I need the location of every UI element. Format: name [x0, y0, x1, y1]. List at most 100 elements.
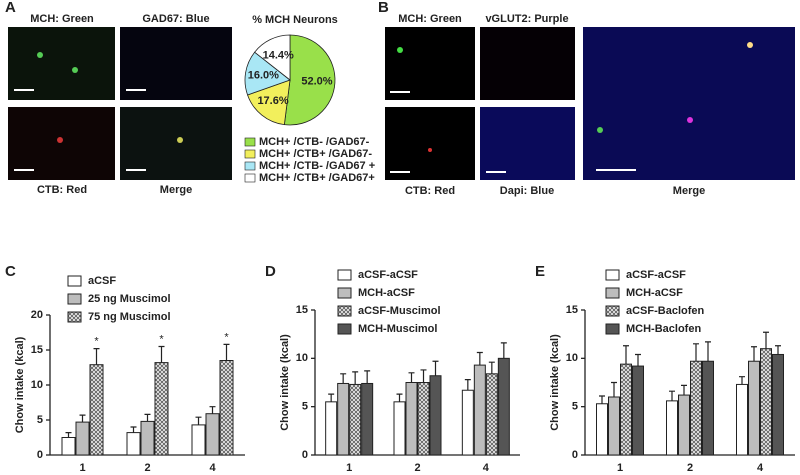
image-tile: [480, 27, 575, 100]
image-label: CTB: Red: [37, 184, 87, 196]
y-tick-label: 0: [302, 449, 308, 461]
image-tile: [8, 27, 115, 100]
micrographs: [8, 27, 795, 180]
panel-letter: E: [535, 263, 545, 280]
bar: [61, 437, 76, 456]
error-bar: [408, 372, 415, 383]
significance-mark: *: [159, 333, 164, 345]
cell: [57, 137, 63, 143]
chart-title: % MCH Neurons: [252, 14, 338, 26]
bar: [429, 375, 442, 456]
legend-swatch: [337, 305, 352, 317]
pie-slice: [247, 79, 291, 126]
legend-swatch: [337, 269, 352, 281]
legend-label: 75 ng Muscimol: [88, 311, 171, 323]
bar: [760, 348, 772, 456]
panel-letter: A: [5, 0, 16, 16]
bar: [461, 389, 474, 456]
error-bar: [130, 426, 137, 433]
image-tile: [120, 107, 232, 180]
error-bar: [476, 351, 483, 366]
image-tile: [385, 27, 475, 100]
y-tick-label: 5: [572, 401, 578, 413]
bar: [337, 382, 350, 456]
bar: [666, 400, 678, 456]
error-bar: [209, 406, 216, 414]
bar: [772, 353, 784, 456]
y-tick-label: 15: [296, 304, 308, 316]
error-bar: [93, 348, 100, 365]
y-tick-label: 0: [572, 449, 578, 461]
bar: [473, 364, 486, 456]
error-bar: [705, 341, 711, 362]
y-tick-label: 20: [31, 309, 43, 321]
image-label: MCH: Green: [30, 13, 94, 25]
error-bar: [65, 432, 72, 438]
bar: [126, 432, 141, 456]
bar: [140, 420, 155, 456]
bar: [205, 413, 220, 456]
slice-label: 52.0%: [301, 76, 332, 88]
image-tile: [120, 27, 232, 100]
cell: [428, 148, 432, 152]
bar: [596, 403, 608, 456]
image-label: GAD67: Blue: [142, 13, 209, 25]
bar: [191, 424, 206, 456]
pie-slice: [254, 34, 291, 81]
legend-label: aCSF-Muscimol: [358, 305, 441, 317]
error-bar: [328, 393, 335, 402]
error-bar: [158, 345, 165, 363]
bar: [325, 401, 338, 456]
y-tick-label: 15: [31, 344, 43, 356]
y-tick-label: 5: [37, 414, 43, 426]
error-bar: [432, 360, 439, 376]
legend-swatch: [337, 287, 352, 299]
error-bar: [352, 371, 359, 385]
legend-label: MCH-aCSF: [626, 287, 683, 299]
bar: [75, 421, 90, 456]
legend-label: aCSF-aCSF: [626, 269, 686, 281]
error-bar: [464, 379, 471, 391]
cell: [177, 137, 183, 143]
bar: [361, 382, 374, 456]
legend-swatch: [605, 323, 620, 335]
error-bar: [751, 346, 757, 362]
legend-label: MCH+ /CTB- /GAD67 +: [259, 160, 375, 172]
legend-swatch: [605, 305, 620, 317]
error-bar: [599, 395, 605, 404]
y-axis-label: Chow intake (kcal): [279, 334, 291, 431]
x-tick-label: 4: [209, 462, 216, 474]
error-bar: [681, 384, 687, 396]
cell: [687, 117, 693, 123]
x-tick-label: 2: [144, 462, 150, 474]
cell: [397, 47, 403, 53]
bar: [678, 394, 690, 456]
x-tick-label: 1: [79, 462, 85, 474]
slice-label: 16.0%: [248, 70, 279, 82]
x-tick-label: 1: [617, 462, 623, 474]
image-tile: [480, 107, 575, 180]
bar: [417, 382, 430, 456]
panel-letter: B: [378, 0, 389, 16]
bar: [89, 364, 104, 456]
legend-label: aCSF: [88, 275, 116, 287]
error-bar: [144, 413, 151, 422]
bar: [497, 357, 510, 456]
legend-swatch: [605, 287, 620, 299]
error-bar: [340, 373, 347, 384]
bar: [485, 373, 498, 456]
error-bar: [364, 370, 371, 384]
bar: [632, 365, 644, 456]
bar: [393, 401, 406, 456]
error-bar: [396, 393, 403, 402]
bar: [748, 360, 760, 456]
image-tile: [8, 107, 115, 180]
legend-label: MCH-aCSF: [358, 287, 415, 299]
cell: [747, 42, 753, 48]
y-tick-label: 0: [37, 449, 43, 461]
legend-label: 25 ng Muscimol: [88, 293, 171, 305]
image-label: vGLUT2: Purple: [485, 13, 568, 25]
error-bar: [635, 353, 641, 367]
panel-letter: D: [265, 263, 276, 280]
